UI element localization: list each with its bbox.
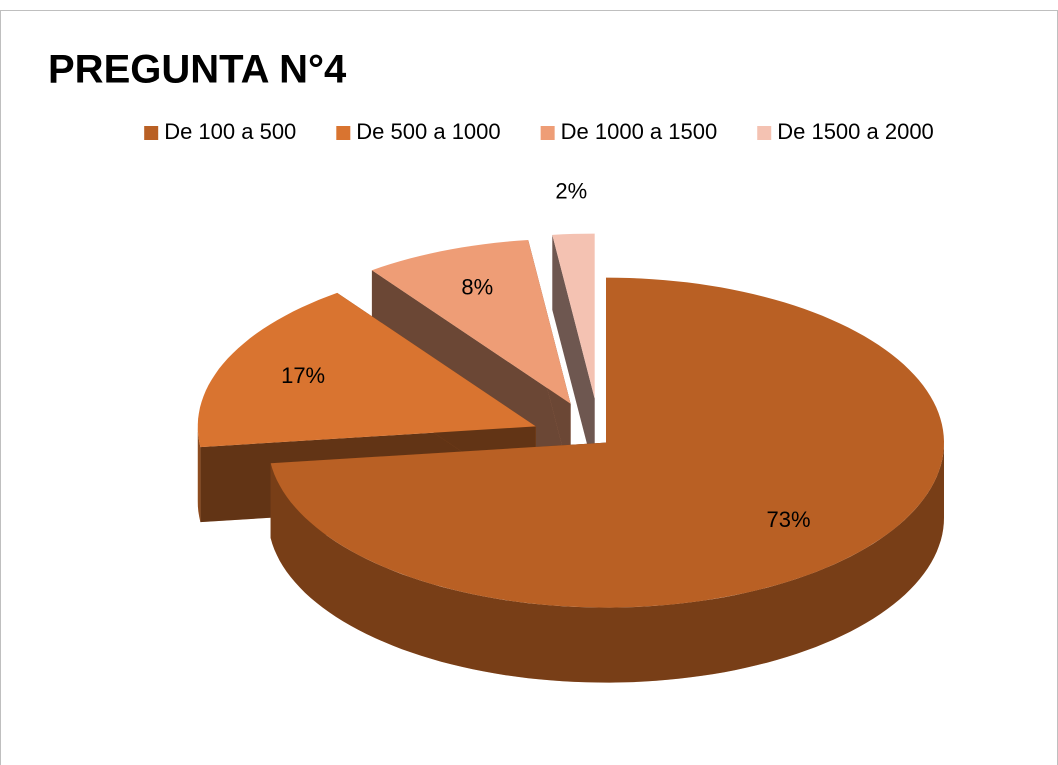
- slice-wall-shade: [270, 442, 944, 683]
- slice: [270, 277, 944, 608]
- data-label: 8%: [461, 274, 493, 299]
- legend-label: De 1000 a 1500: [561, 119, 718, 144]
- data-label: 2%: [555, 178, 587, 203]
- slice: [371, 240, 571, 404]
- pie: 73% 17% 8% 2%: [197, 178, 944, 683]
- legend-swatch: [540, 126, 555, 140]
- slice-wall: [197, 426, 201, 523]
- slice: [197, 292, 536, 448]
- data-label: 17%: [281, 363, 325, 388]
- data-label: 73%: [767, 507, 811, 532]
- legend-label: De 1500 a 2000: [777, 119, 934, 144]
- legend: De 100 a 500 De 500 a 1000 De 1000 a 1500 D…: [144, 119, 934, 144]
- slice-wall: [270, 442, 944, 683]
- slice-side-shade: [552, 234, 595, 474]
- legend-swatch: [757, 126, 772, 140]
- chart-title: PREGUNTA N°4: [48, 48, 347, 92]
- legend-label: De 500 a 1000: [356, 119, 500, 144]
- slice: [552, 233, 595, 399]
- slice-wall-shade: [197, 426, 201, 523]
- legend-swatch: [336, 126, 351, 140]
- legend-label: De 100 a 500: [164, 119, 296, 144]
- legend-swatch: [144, 126, 159, 140]
